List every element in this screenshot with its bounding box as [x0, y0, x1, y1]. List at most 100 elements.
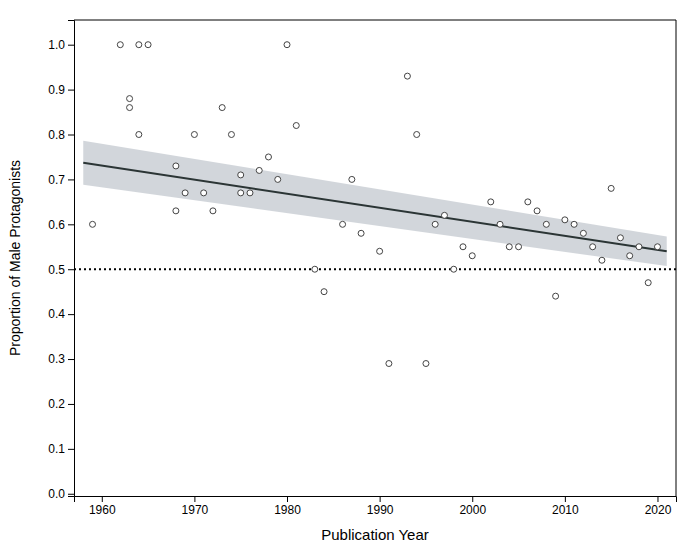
tick-label: 0.7	[48, 173, 65, 187]
point	[534, 208, 540, 214]
tick-mark	[194, 496, 195, 502]
tick: 0.7	[48, 173, 74, 187]
tick: 0.6	[48, 218, 74, 232]
tick: 0.9	[48, 83, 74, 97]
point	[219, 105, 225, 111]
tick-label: 1990	[367, 503, 394, 517]
tick-mark	[68, 314, 74, 315]
point	[645, 280, 651, 286]
tick-label: 1.0	[48, 38, 65, 52]
point	[432, 221, 438, 227]
point	[265, 154, 271, 160]
point	[182, 190, 188, 196]
confidence-band	[83, 141, 666, 266]
axis-line	[68, 21, 75, 497]
tick-label: 2010	[552, 503, 579, 517]
tick-label: 0.1	[48, 442, 65, 456]
tick: 0.5	[48, 263, 74, 277]
tick-label: 0.2	[48, 397, 65, 411]
point	[127, 105, 133, 111]
point	[340, 221, 346, 227]
point	[590, 244, 596, 250]
tick-label: 0.9	[48, 83, 65, 97]
point	[377, 248, 383, 254]
tick-mark	[68, 224, 74, 225]
tick: 0.3	[48, 352, 74, 366]
tick: 1970	[182, 496, 209, 517]
tick-mark	[565, 496, 566, 502]
tick: 2020	[645, 496, 672, 517]
tick-label: 0.4	[48, 307, 65, 321]
tick-label: 1970	[182, 503, 209, 517]
chart: 1960 1970 1980 1990 2000 2010 2020 0.0 0.1 0.2 0.3…	[0, 0, 700, 554]
point	[256, 167, 262, 173]
point	[451, 266, 457, 272]
point	[543, 221, 549, 227]
point	[117, 42, 123, 48]
point	[654, 244, 660, 250]
tick: 0.8	[48, 128, 74, 142]
point	[191, 132, 197, 138]
x-axis-title: Publication Year	[321, 526, 429, 543]
point	[506, 244, 512, 250]
reference-line	[74, 268, 676, 270]
point	[349, 176, 355, 182]
trend-line	[83, 163, 666, 251]
point	[423, 361, 429, 367]
point	[553, 293, 559, 299]
tick-mark	[68, 135, 74, 136]
tick-mark	[68, 179, 74, 180]
tick-mark	[102, 496, 103, 502]
tick-mark	[657, 496, 658, 502]
point	[358, 230, 364, 236]
point	[488, 199, 494, 205]
point	[599, 257, 605, 263]
tick-label: 2020	[645, 503, 672, 517]
tick: 1980	[274, 496, 301, 517]
tick: 0.2	[48, 397, 74, 411]
point	[627, 253, 633, 259]
tick-label: 0.5	[48, 263, 65, 277]
point	[617, 235, 623, 241]
tick-label: 1980	[274, 503, 301, 517]
tick: 1.0	[48, 38, 74, 52]
point	[238, 172, 244, 178]
point	[90, 221, 96, 227]
tick-label: 2000	[459, 503, 486, 517]
tick: 2010	[552, 496, 579, 517]
point	[571, 221, 577, 227]
y-axis: 0.0 0.1 0.2 0.3 0.4 0.5 0.6 0.7 0.8 0.9 1.0	[48, 21, 74, 502]
tick-label: 0.3	[48, 352, 65, 366]
tick-mark	[472, 496, 473, 502]
tick-label: 0.0	[48, 487, 65, 501]
point	[321, 289, 327, 295]
tick-mark	[68, 449, 74, 450]
tick-mark	[68, 359, 74, 360]
tick-mark	[68, 90, 74, 91]
point	[136, 42, 142, 48]
point	[145, 42, 151, 48]
tick: 2000	[459, 496, 486, 517]
point	[497, 221, 503, 227]
point	[127, 96, 133, 102]
point	[275, 176, 281, 182]
tick: 1960	[89, 496, 116, 517]
plot-frame	[676, 20, 677, 496]
point	[201, 190, 207, 196]
point	[293, 123, 299, 129]
tick-label: 0.8	[48, 128, 65, 142]
point	[404, 73, 410, 79]
point	[247, 190, 253, 196]
point	[173, 163, 179, 169]
tick-mark	[68, 404, 74, 405]
point	[525, 199, 531, 205]
point	[284, 42, 290, 48]
x-axis: 1960 1970 1980 1990 2000 2010 2020	[75, 496, 677, 517]
point	[580, 230, 586, 236]
point	[228, 132, 234, 138]
scatter-points	[90, 42, 661, 367]
point	[173, 208, 179, 214]
point	[386, 361, 392, 367]
tick-label: 1960	[89, 503, 116, 517]
point	[238, 190, 244, 196]
